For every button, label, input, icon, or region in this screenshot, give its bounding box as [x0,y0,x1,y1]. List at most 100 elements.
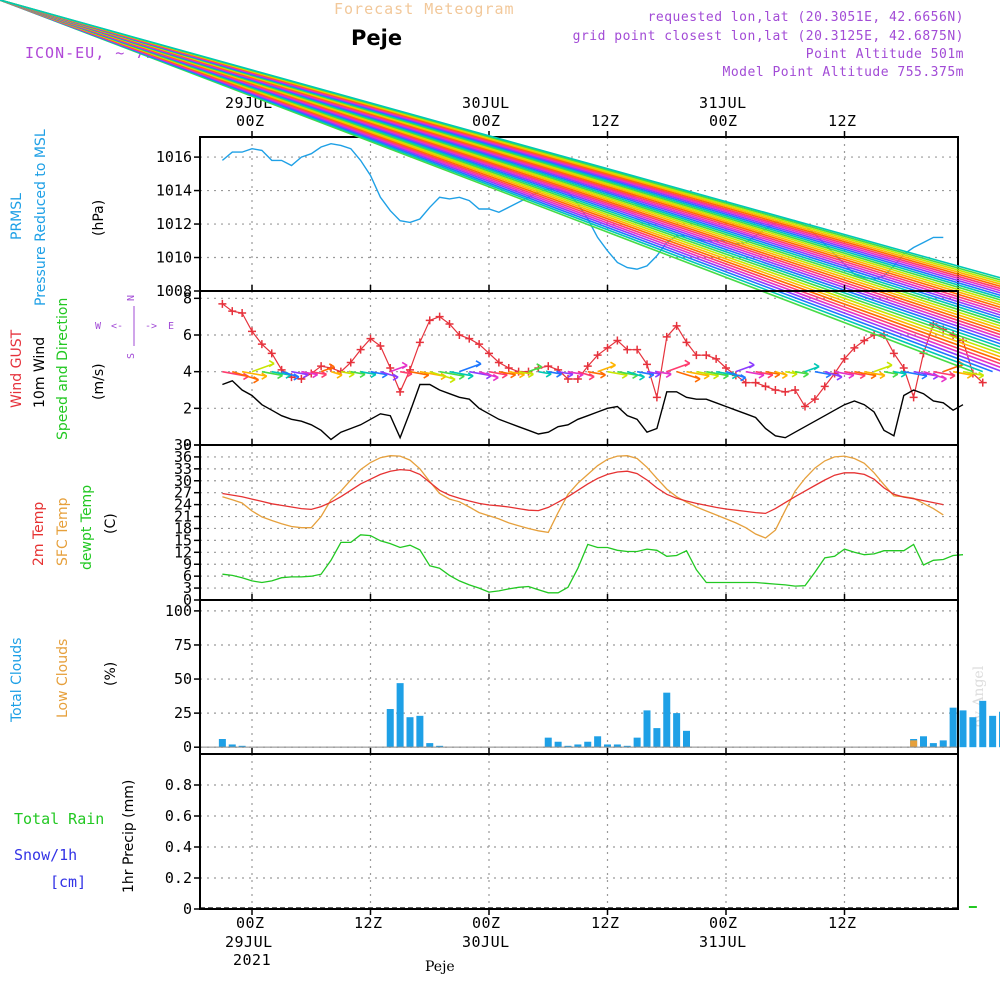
wind-direction-arrow [508,370,525,376]
bottom-hour-label: 00Z [472,914,501,932]
compass-south: S [126,353,137,359]
cloud-total-bar [653,728,661,748]
bottom-year-label: 2021 [233,951,272,969]
y-tick-label: 27 [174,484,192,502]
wind-direction-arrow [636,370,654,376]
wind-direction-arrow [370,370,388,376]
wind-direction-arrow [518,370,534,376]
wind-arrow-head [536,363,543,371]
wind-direction-arrow [607,370,628,377]
y-tick-label: 50 [174,670,192,688]
cloud-total-bar [920,736,927,748]
wind-direction-arrow [301,370,318,376]
top-hour-label: 00Z [236,112,265,130]
y-tick-label: 8 [183,289,192,307]
wind-gust-marker [603,343,612,352]
cloud-total-bar [238,745,246,748]
y-tick-label: 12 [174,543,192,561]
wind-direction-arrow [587,370,606,376]
wind-gust-marker [544,362,553,371]
wind-arrow-head [802,370,809,378]
cloud-total-bar [416,715,424,748]
y-tick-label: 6 [183,567,192,585]
wind-gust-marker [445,320,454,328]
wind-gust-marker [564,375,572,383]
wind-direction-arrow [409,370,429,376]
wind-arrow-head [684,359,691,367]
y-tick-label: 24 [174,496,192,514]
top-day-label-3: 31JUL [699,94,747,112]
cloud-total-bar [613,744,621,748]
cloud-total-bar [623,745,631,748]
cloud-total-bar [949,707,957,748]
wind-gust-marker [692,351,701,360]
wind-direction-arrow [844,370,866,377]
y-tick-label: 3 [183,579,192,597]
wind-gust-marker [504,364,513,372]
wind-gust-marker [317,362,326,371]
wind-gust-marker [573,375,582,383]
wind-gust-marker [248,327,256,336]
y-tick-label: 18 [174,519,192,537]
wind-arrow-head [588,373,595,381]
y-tick-label: 25 [174,704,192,722]
wind-arrow-head [886,361,893,369]
wind-gust-marker [475,340,484,349]
wind-direction-arrow [360,370,377,376]
y-tick-label: 100 [165,602,192,620]
y-tick-label: 1014 [156,182,192,200]
wind-gust-marker [672,321,681,330]
top-hour-label: 00Z [709,112,738,130]
y-tick-label: 75 [174,636,192,654]
wind-direction-arrow [429,370,456,381]
wind-gust-marker [702,351,711,360]
wind-arrow-head [600,371,606,379]
wind-arrow-head [639,373,645,381]
wind-arrow-head [813,362,820,371]
bottom-hour-label: 12Z [591,914,620,932]
wind-gust-marker [682,338,691,347]
bottom-day-label-3: 31JUL [699,933,747,951]
wind-gust-marker [218,299,227,308]
wind-arrow-head [449,375,456,384]
y-tick-label: 0.8 [165,776,192,794]
y-tick-label: 0 [183,738,192,756]
wind-direction-arrow [488,370,508,376]
wind-gust-marker [257,340,266,349]
wind-gust-marker [435,312,444,321]
wind-gust-marker [485,349,493,358]
bottom-hour-label: 12Z [354,914,383,932]
wind-gust-marker [662,332,671,341]
wind-direction-arrow [725,370,746,379]
y-tick-label: 33 [174,460,192,478]
model-point-altitude: Model Point Altitude 755.375m [722,65,964,80]
wind-arrow-head [740,374,746,382]
wind-gust-marker [643,360,651,369]
y-tick-label: 15 [174,531,192,549]
wind-gust-marker [889,349,898,358]
wind-gust-marker [465,334,474,343]
wind-arrow-head [261,372,268,380]
requested-coords: requested lon,lat (20.3051E, 42.6656N) [647,10,964,25]
compass-east: E [168,321,174,332]
y-tick-label: 6 [183,326,192,344]
wind-gust-marker [396,387,405,396]
y-tick-label: 1016 [156,148,192,166]
wind-arrow-head [293,373,300,381]
wind-gust-marker [751,378,760,387]
cloud-total-bar [436,745,444,748]
compass-north: N [126,295,137,301]
wind-direction-arrow [449,370,474,377]
wind-arrow-head [978,371,985,380]
wind-direction-arrow [557,370,574,376]
cloud-low-bar [910,740,918,748]
city-name: Peje [351,26,403,50]
y-tick-label: 4 [183,363,192,381]
wind-direction-arrow [676,370,701,380]
y-tick-label: 30 [174,472,192,490]
wind-arrow-head [781,371,788,380]
cloud-total-bar [554,741,562,748]
wind-direction-arrow [706,370,729,377]
wind-arrow-head [467,372,474,380]
wind-direction-arrow [311,370,327,376]
